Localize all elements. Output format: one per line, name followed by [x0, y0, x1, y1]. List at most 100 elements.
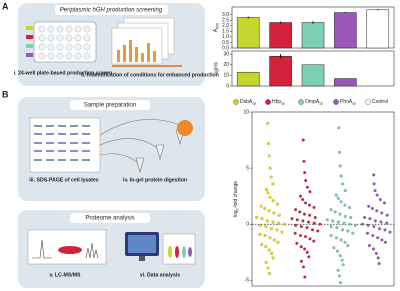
box-title: Proteome analysis	[85, 216, 134, 222]
point	[388, 230, 392, 234]
point	[316, 229, 320, 233]
plot-frame	[251, 111, 395, 287]
box-title: Periplasmic hGH production screening	[60, 8, 163, 14]
point	[383, 228, 387, 232]
panel-label: B	[2, 89, 9, 99]
point	[366, 223, 370, 227]
point	[373, 219, 377, 223]
point	[329, 208, 333, 212]
point	[313, 216, 317, 220]
point	[325, 218, 329, 222]
point	[275, 228, 279, 232]
point	[375, 193, 379, 197]
legend-sub: sp	[281, 101, 285, 105]
y-tick-label: 0	[246, 222, 249, 228]
point	[374, 251, 378, 255]
step-caption: iv. In-gel protein digestion	[123, 177, 187, 183]
point	[329, 225, 333, 229]
point	[312, 221, 316, 225]
legend-entry: PhoAsp	[340, 99, 356, 105]
point	[380, 211, 384, 215]
axis-label: A600	[213, 23, 219, 32]
y-tick-label: 0	[226, 83, 229, 89]
point	[360, 222, 364, 226]
point	[334, 193, 338, 197]
point	[340, 258, 344, 262]
point	[298, 210, 302, 214]
label-sub: 2	[235, 208, 239, 210]
point	[299, 233, 303, 237]
point	[331, 219, 335, 223]
point	[377, 227, 381, 231]
point	[270, 251, 274, 255]
point	[337, 274, 341, 278]
point	[371, 233, 375, 237]
point	[377, 262, 381, 266]
axis-label: ug/ml	[213, 62, 219, 74]
plate	[26, 21, 97, 63]
point	[368, 217, 372, 221]
point	[258, 223, 262, 227]
y-tick-label: 10	[243, 109, 249, 115]
legend-sub: sp	[252, 101, 256, 105]
point	[293, 231, 297, 235]
point	[295, 218, 299, 222]
point	[280, 230, 284, 234]
point	[290, 217, 294, 221]
point	[260, 217, 264, 221]
point	[267, 272, 271, 276]
point	[294, 223, 298, 227]
label-part: log	[233, 210, 239, 217]
point	[272, 211, 276, 215]
y-tick-label: 2.0	[222, 23, 229, 29]
point	[343, 189, 347, 193]
point	[372, 225, 376, 229]
legend-name: OmpA	[305, 99, 320, 105]
y-tick-label: 2.5	[222, 18, 229, 24]
gel	[29, 117, 101, 173]
bar	[334, 78, 357, 87]
point	[336, 220, 340, 224]
legend-swatch	[298, 99, 304, 105]
point	[267, 209, 271, 213]
point	[294, 208, 298, 212]
legend-swatch	[265, 99, 271, 105]
point	[339, 174, 343, 178]
point	[260, 242, 264, 246]
panel-label: A	[2, 1, 9, 11]
point	[339, 238, 343, 242]
point	[346, 244, 350, 248]
point	[307, 255, 311, 259]
point	[301, 198, 305, 202]
axis-label: log2-fold change	[233, 181, 239, 217]
y-tick-label: 0.5	[222, 40, 229, 46]
bar	[236, 17, 260, 49]
digestion	[99, 119, 193, 174]
legend-entry: Control	[372, 99, 388, 105]
point	[268, 166, 272, 170]
point	[282, 222, 286, 226]
step-caption: i. 24-well plate-based production screen	[14, 70, 113, 76]
point	[382, 201, 386, 205]
legend-name: PhoA	[340, 99, 353, 105]
point	[336, 268, 340, 272]
y-tick-label: 20	[223, 62, 229, 68]
point	[383, 240, 387, 244]
point	[267, 141, 271, 145]
y-tick-label: 1.0	[222, 34, 229, 40]
point	[312, 205, 316, 209]
point	[348, 222, 352, 226]
point	[385, 221, 389, 225]
point	[336, 196, 340, 200]
point	[372, 182, 376, 186]
point	[271, 182, 275, 186]
point	[376, 236, 380, 240]
point	[347, 205, 351, 209]
point	[299, 225, 303, 229]
label-part: -fold change	[233, 181, 239, 209]
point	[371, 247, 375, 251]
point	[373, 189, 377, 193]
point	[271, 256, 275, 260]
legend-name: DsbA	[240, 99, 253, 105]
